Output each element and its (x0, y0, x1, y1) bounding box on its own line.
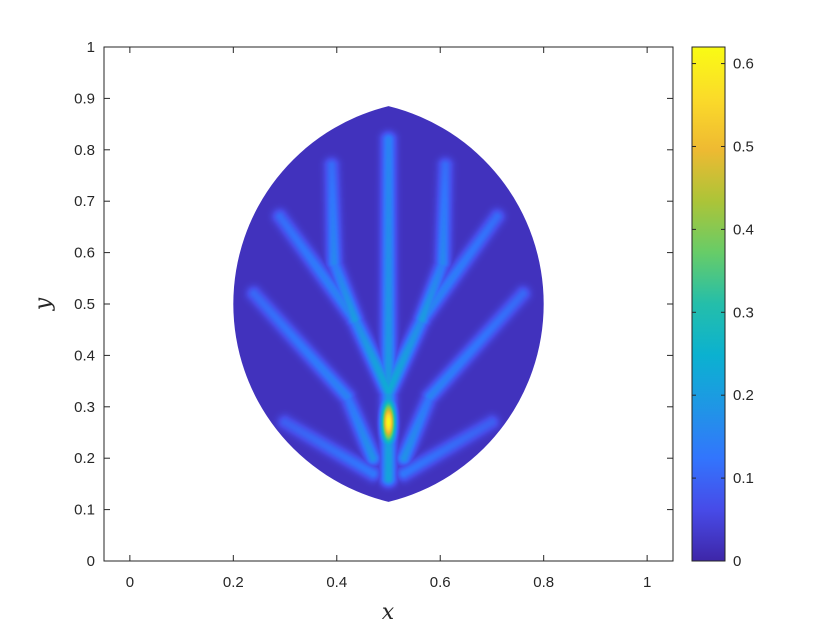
colorbar-tick-label: 0.1 (733, 470, 754, 487)
colorbar-ticks: 0 0.1 0.2 0.3 0.4 0.5 0.6 (692, 56, 754, 570)
y-tick-label: 0.5 (74, 296, 95, 313)
colorbar (692, 47, 725, 561)
y-tick-label: 1 (87, 39, 95, 56)
colorbar-frame (691, 46, 726, 562)
y-tick-label: 0 (87, 553, 95, 570)
x-axis-label: x (382, 600, 395, 625)
colorbar-tick-label: 0 (733, 553, 741, 570)
x-tick-label: 0.2 (223, 574, 244, 591)
y-tick-label: 0.8 (74, 142, 95, 159)
x-tick-label: 0.8 (533, 574, 554, 591)
colorbar-tick-label: 0.5 (733, 138, 754, 155)
x-tick-label: 0.4 (326, 574, 347, 591)
colorbar-tick-label: 0.3 (733, 304, 754, 321)
colorbar-tick-label: 0.2 (733, 387, 754, 404)
y-tick-label: 0.2 (74, 450, 95, 467)
y-tick-label: 0.7 (74, 193, 95, 210)
y-tick-label: 0.6 (74, 245, 95, 262)
y-tick-label: 0.9 (74, 90, 95, 107)
heatmap-field (233, 106, 544, 502)
x-axis-ticks: 0 0.2 0.4 0.6 0.8 1 (126, 47, 651, 591)
colorbar-tick-label: 0.4 (733, 221, 754, 238)
y-tick-label: 0.3 (74, 399, 95, 416)
x-tick-label: 1 (643, 574, 651, 591)
colorbar-tick-label: 0.6 (733, 56, 754, 73)
y-axis-ticks: 0 0.1 0.2 0.3 0.4 0.5 0.6 0.7 0.8 0.9 1 (74, 39, 673, 570)
y-axis-label: y (31, 297, 56, 311)
x-tick-label: 0 (126, 574, 134, 591)
y-tick-label: 0.1 (74, 502, 95, 519)
y-tick-label: 0.4 (74, 347, 95, 364)
x-tick-label: 0.6 (430, 574, 451, 591)
